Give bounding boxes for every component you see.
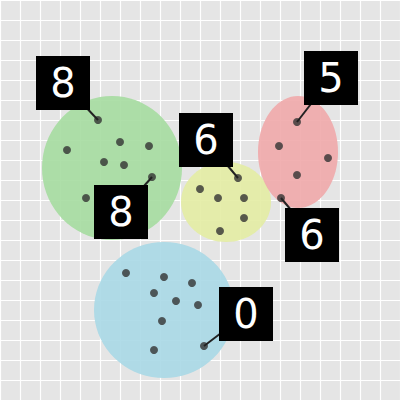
- svg-text:8: 8: [108, 189, 133, 235]
- svg-text:8: 8: [50, 60, 75, 106]
- svg-text:6: 6: [299, 212, 324, 258]
- svg-text:5: 5: [318, 55, 343, 101]
- svg-text:0: 0: [233, 291, 258, 337]
- svg-text:6: 6: [193, 117, 218, 163]
